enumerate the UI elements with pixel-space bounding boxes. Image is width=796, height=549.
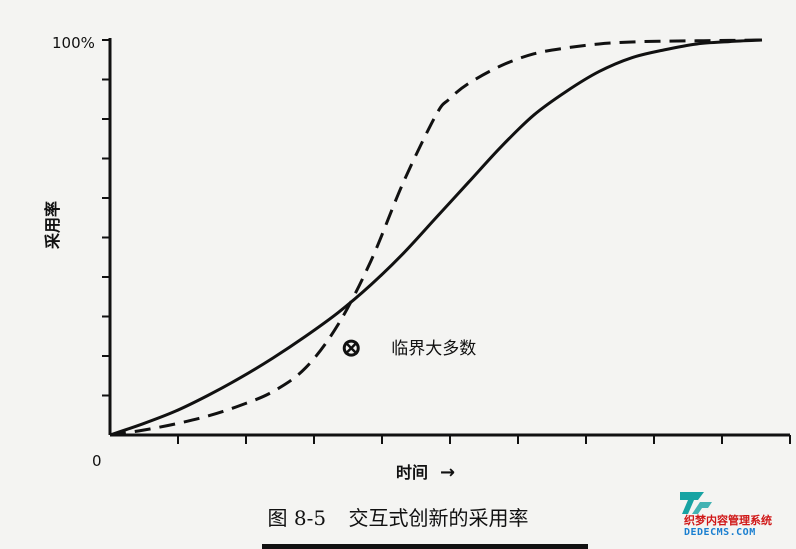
bottom-rule: [262, 544, 588, 549]
series-layer: [109, 38, 763, 437]
y-top-label: 100%: [52, 34, 95, 52]
critical-mass-label: 临界大多数: [391, 339, 476, 359]
chart-axes: [102, 38, 791, 444]
annotation-layer: 临界大多数: [342, 339, 476, 359]
watermark-line1: 织梦内容管理系统: [684, 514, 772, 527]
watermark-line2: DEDECMS.COM: [684, 527, 756, 538]
figure-title: 交互式创新的采用率: [348, 506, 529, 530]
x-axis-arrow: →: [440, 462, 455, 483]
critical-mass-marker: [342, 339, 360, 357]
y-axis-label: 采用率: [43, 201, 62, 250]
dashed-adoption-curve: [109, 38, 763, 437]
x-axis-ticks: [177, 435, 791, 444]
x-axis-label: 时间: [396, 463, 428, 482]
solid-adoption-curve: [109, 38, 763, 437]
y-axis-ticks: [102, 39, 110, 397]
dedecms-logo-icon: [680, 492, 712, 514]
figure-caption: 图 8-5 交互式创新的采用率: [0, 502, 796, 531]
origin-label: 0: [92, 452, 102, 470]
watermark: 织梦内容管理系统 DEDECMS.COM: [676, 488, 796, 544]
figure-number: 图 8-5: [267, 506, 327, 530]
